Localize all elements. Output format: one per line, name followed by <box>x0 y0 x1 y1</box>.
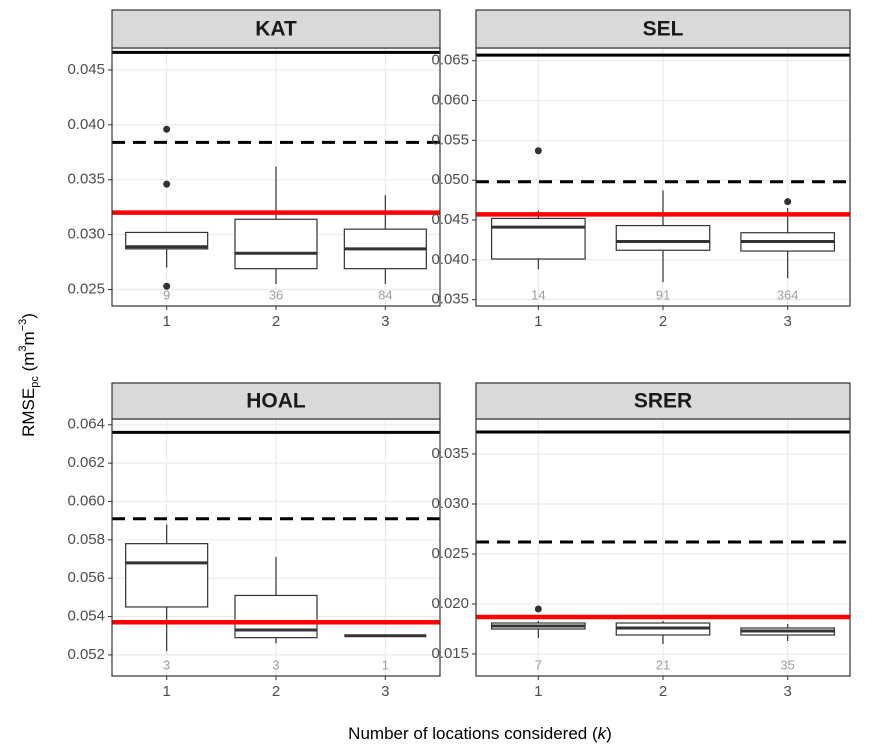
y-tick-label: 0.065 <box>431 52 469 69</box>
y-tick-label: 0.045 <box>67 61 105 78</box>
y-tick-label: 0.056 <box>67 569 105 586</box>
x-tick-label: 2 <box>272 683 280 700</box>
y-tick-label: 0.025 <box>431 545 469 562</box>
outlier <box>784 198 792 206</box>
box <box>125 543 209 608</box>
outlier <box>534 605 542 613</box>
x-tick-label: 2 <box>659 313 667 330</box>
n-label: 21 <box>656 657 670 672</box>
y-tick-label: 0.060 <box>67 492 105 509</box>
x-tick-label: 3 <box>783 313 791 330</box>
y-tick-label: 0.054 <box>67 608 105 625</box>
x-tick-label: 1 <box>534 313 542 330</box>
strip-title: KAT <box>255 18 297 41</box>
strip-title: HOAL <box>246 390 306 413</box>
x-title-italic: k <box>598 724 608 743</box>
y-title-base: RMSE <box>19 388 38 437</box>
y-tick-label: 0.035 <box>431 445 469 462</box>
x-tick-label: 3 <box>381 683 389 700</box>
y-tick-label: 0.060 <box>431 92 469 109</box>
y-title-unit: m <box>19 331 38 345</box>
x-title-text: Number of locations considered ( <box>348 724 598 743</box>
x-tick-label: 3 <box>783 683 791 700</box>
y-tick-label: 0.015 <box>431 645 469 662</box>
n-label: 9 <box>163 287 170 302</box>
n-label: 35 <box>780 657 794 672</box>
y-tick-label: 0.045 <box>431 211 469 228</box>
strip <box>475 9 851 49</box>
n-label: 364 <box>777 287 799 302</box>
panel: 0.052 0.054 0.056 0.058 0.060 0.062 0.064 1 3 2 3 3… <box>67 382 441 700</box>
y-tick-label: 0.030 <box>67 226 105 243</box>
n-label: 7 <box>535 657 542 672</box>
n-label: 3 <box>163 657 170 672</box>
y-tick-label: 0.040 <box>431 251 469 268</box>
box <box>234 218 318 270</box>
y-tick-label: 0.040 <box>67 116 105 133</box>
y-tick-label: 0.030 <box>431 495 469 512</box>
y-title-sup: −3 <box>17 319 29 332</box>
box <box>490 217 586 260</box>
x-title-close: ) <box>606 724 612 743</box>
y-axis-title: RMSEpc (m3m−3) <box>17 313 41 437</box>
outlier <box>163 282 171 290</box>
y-title-sub: pc <box>29 376 41 388</box>
x-axis-title: Number of locations considered (k) <box>348 724 612 743</box>
x-tick-label: 1 <box>534 683 542 700</box>
x-tick-label: 2 <box>659 683 667 700</box>
x-tick-label: 2 <box>272 313 280 330</box>
strip-title: SEL <box>643 18 684 41</box>
y-tick-label: 0.058 <box>67 531 105 548</box>
y-tick-label: 0.064 <box>67 416 105 433</box>
panel: 0.015 0.020 0.025 0.030 0.035 1 7 2 21 3 35 SRER <box>431 382 851 700</box>
y-tick-label: 0.020 <box>431 595 469 612</box>
y-tick-label: 0.050 <box>431 171 469 188</box>
strip <box>111 382 441 420</box>
strip-title: SRER <box>634 390 692 413</box>
y-tick-label: 0.055 <box>431 131 469 148</box>
strip <box>111 9 441 49</box>
outlier <box>163 180 171 188</box>
y-title-close: ) <box>19 313 38 319</box>
y-tick-label: 0.052 <box>67 646 105 663</box>
y-tick-label: 0.035 <box>67 171 105 188</box>
n-label: 14 <box>531 287 545 302</box>
n-label: 3 <box>272 657 279 672</box>
y-title-sup: 3 <box>17 345 29 351</box>
box <box>615 224 711 251</box>
n-label: 36 <box>269 287 283 302</box>
n-label: 84 <box>378 287 392 302</box>
n-label: 91 <box>656 287 670 302</box>
strip <box>475 382 851 420</box>
n-label: 1 <box>382 657 389 672</box>
y-tick-label: 0.035 <box>431 291 469 308</box>
x-tick-label: 1 <box>162 683 170 700</box>
y-tick-label: 0.025 <box>67 281 105 298</box>
panel: 0.025 0.030 0.035 0.040 0.045 1 9 2 36 3 84 KAT <box>67 9 441 330</box>
x-tick-label: 1 <box>162 313 170 330</box>
y-title-open: (m <box>19 352 38 377</box>
outlier <box>163 125 171 133</box>
box <box>125 231 209 250</box>
panel: 0.035 0.040 0.045 0.050 0.055 0.060 0.065 1 14 2 9… <box>431 9 851 330</box>
x-tick-label: 3 <box>381 313 389 330</box>
outlier <box>534 147 542 155</box>
y-tick-label: 0.062 <box>67 454 105 471</box>
